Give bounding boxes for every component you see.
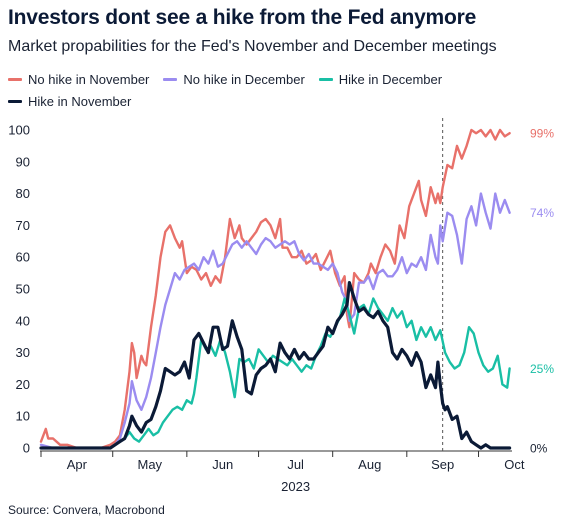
end-label: 25%: [530, 362, 554, 376]
legend-swatch-no-hike-nov: [8, 77, 22, 81]
legend-label-no-hike-nov: No hike in November: [28, 71, 150, 87]
y-tick-label: 10: [16, 409, 30, 424]
x-tick-label: Jul: [287, 457, 304, 472]
y-tick-label: 50: [16, 282, 30, 297]
legend-swatch-no-hike-dec: [163, 77, 178, 81]
y-tick-label: 40: [16, 313, 30, 328]
y-tick-label: 80: [16, 186, 30, 201]
x-axis-title: 2023: [281, 479, 310, 494]
legend-item-no-hike-dec: No hike in December: [163, 71, 305, 87]
y-tick-label: 0: [23, 441, 30, 456]
end-label: 0%: [530, 442, 548, 456]
chart-subtitle: Market propabilities for the Fed's Novem…: [8, 38, 497, 55]
x-tick-label: Oct: [504, 457, 525, 472]
legend-row-2: Hike in November: [8, 90, 558, 112]
legend-item-hike-nov: Hike in November: [8, 94, 131, 109]
x-tick-label: Aug: [358, 457, 381, 472]
legend-swatch-hike-dec: [318, 77, 333, 81]
y-tick-label: 70: [16, 218, 30, 233]
legend-row-1: No hike in November No hike in December …: [8, 68, 558, 90]
legend-label-hike-nov: Hike in November: [28, 93, 132, 109]
series-line-hike-in-november: [39, 281, 512, 450]
x-tick-label: May: [138, 457, 163, 472]
y-tick-label: 90: [16, 154, 30, 169]
source-note: Source: Convera, Macrobond: [8, 503, 165, 517]
legend-item-hike-dec: Hike in December: [318, 71, 443, 87]
end-label: 99%: [530, 127, 554, 141]
chart-title: Investors dont see a hike from the Fed a…: [8, 6, 477, 29]
x-tick-label: Apr: [67, 457, 88, 472]
legend-item-no-hike-nov: No hike in November: [8, 72, 149, 87]
series-line-hike-in-december: [39, 297, 511, 450]
end-label: 74%: [530, 206, 554, 220]
x-tick-label: Sep: [431, 457, 454, 472]
y-tick-label: 60: [16, 250, 30, 265]
legend-swatch-hike-nov: [8, 99, 22, 103]
y-tick-label: 30: [16, 345, 30, 360]
series-line-no-hike-in-november: [39, 128, 511, 450]
x-tick-label: Jun: [212, 457, 233, 472]
y-tick-label: 100: [8, 123, 30, 138]
series-line-no-hike-in-december: [39, 192, 511, 450]
legend-label-hike-dec: Hike in December: [338, 71, 443, 87]
y-tick-label: 20: [16, 377, 30, 392]
legend: No hike in November No hike in December …: [8, 68, 558, 112]
legend-label-no-hike-dec: No hike in December: [183, 71, 305, 87]
